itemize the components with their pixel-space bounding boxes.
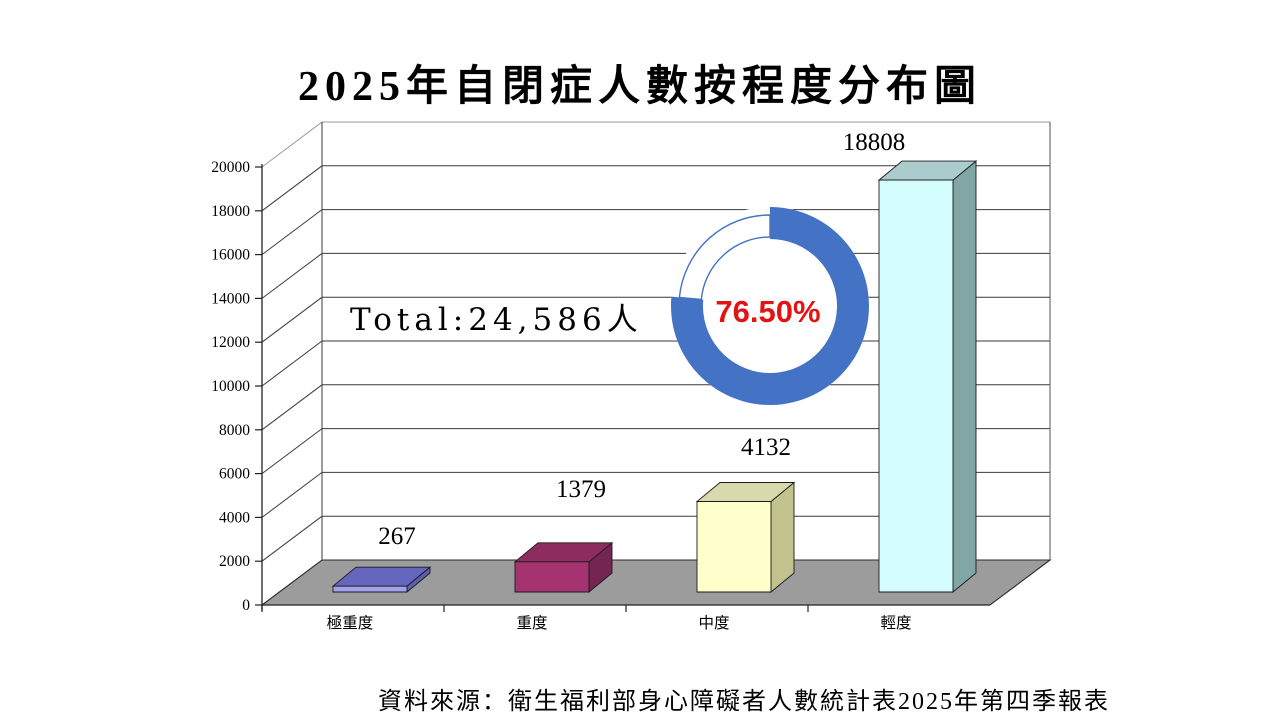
sidewall-gridline [261,121,323,168]
x-axis-category-label: 極重度 [327,614,374,632]
y-axis-tick-label: 12000 [211,334,250,351]
chart-title: 2025年自閉症人數按程度分布圖 [297,64,982,110]
sidewall-gridline [261,209,323,256]
y-axis-tick-label: 16000 [211,247,250,264]
sidewall-gridline [261,340,323,387]
y-axis-tick-label: 2000 [219,553,250,570]
sidewall-gridline [261,165,323,212]
bar-value-label: 4132 [741,434,791,461]
bar-front-face [878,179,954,593]
bar-value-label: 267 [378,523,416,550]
y-axis-tick-label: 0 [242,597,250,614]
bar-front-face [696,501,772,593]
y-axis-tick-label: 18000 [211,203,250,220]
sidewall-gridline [261,252,323,299]
bar-重度 [513,541,614,593]
bar-value-label: 1379 [556,476,606,503]
donut-chart [671,207,870,405]
bar-front-face [332,585,408,593]
bar-side-face [952,160,977,593]
y-axis-tick-label: 4000 [219,509,250,526]
sidewall-gridline [261,428,323,475]
bar-輕度 [877,160,978,593]
y-axis-tick-label: 8000 [219,422,250,439]
bar-front-face [514,561,590,593]
total-label: Total:24,586人 [350,302,643,338]
y-axis-tick-label: 6000 [219,466,250,483]
bar-value-label: 18808 [843,129,906,156]
sidewall-gridline [261,296,323,343]
donut-filled-arc [671,207,870,405]
donut-percent-label: 76.50% [715,294,821,329]
sidewall-gridline [261,384,323,431]
bar-中度 [695,481,796,593]
y-axis-tick-label: 14000 [211,290,250,307]
x-axis-category-label: 輕度 [880,614,911,632]
sidewall-gridline [261,515,323,562]
x-axis-category-label: 重度 [516,614,547,632]
bar-極重度 [331,566,432,593]
y-axis-tick-label: 20000 [211,159,250,176]
x-axis-category-label: 中度 [698,614,729,632]
y-axis-tick-label: 10000 [211,378,250,395]
sidewall-gridline [261,471,323,518]
source-note: 資料來源：衛生福利部身心障礙者人數統計表2025年第四季報表 [378,689,1110,715]
